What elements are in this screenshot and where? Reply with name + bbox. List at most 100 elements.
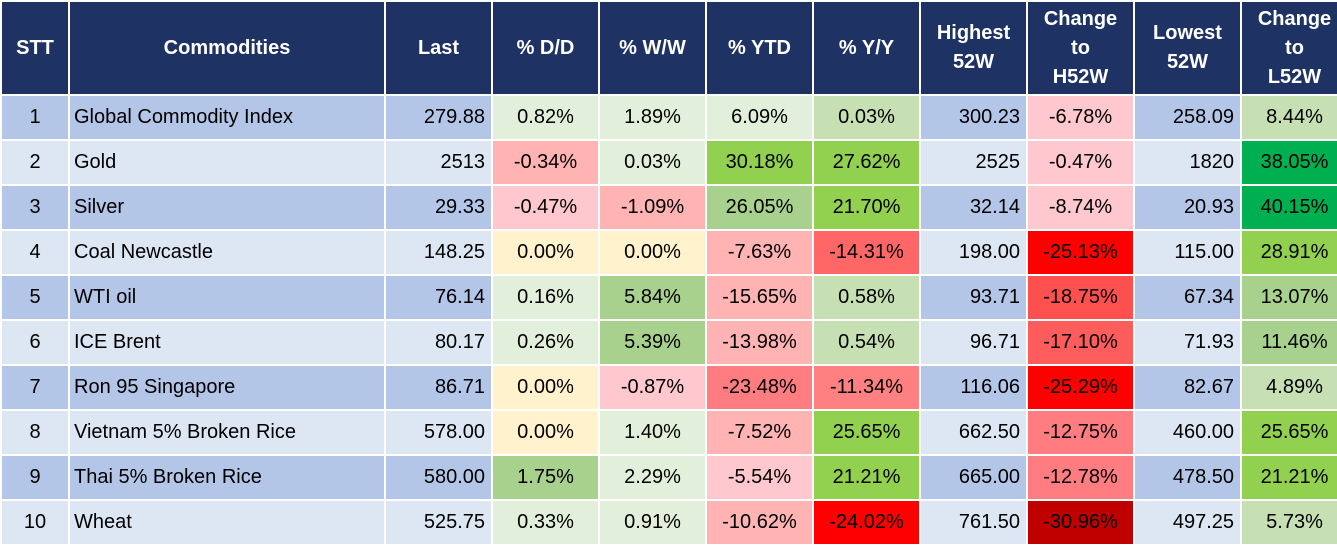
change-l52w: 28.91% [1242,231,1337,274]
highest-52w: 96.71 [921,321,1026,364]
highest-52w: 761.50 [921,501,1026,544]
pct-ytd: -5.54% [707,456,812,499]
last-value: 76.14 [386,276,491,319]
pct-dd: 0.00% [493,231,598,274]
header-yy: % Y/Y [814,2,919,94]
change-h52w: -12.75% [1028,411,1133,454]
pct-ytd: 26.05% [707,186,812,229]
pct-ww: 5.84% [600,276,705,319]
highest-52w: 665.00 [921,456,1026,499]
lowest-52w: 258.09 [1135,96,1240,139]
change-l52w: 21.21% [1242,456,1337,499]
change-l52w: 25.65% [1242,411,1337,454]
header-last: Last [386,2,491,94]
table-row: 3 Silver 29.33 -0.47% -1.09% 26.05% 21.70% 32.1… [2,186,1337,229]
pct-yy: -14.31% [814,231,919,274]
pct-yy: 0.58% [814,276,919,319]
pct-yy: 0.03% [814,96,919,139]
row-number: 1 [2,96,68,139]
commodity-name: Vietnam 5% Broken Rice [70,411,384,454]
header-stt: STT [2,2,68,94]
lowest-52w: 71.93 [1135,321,1240,364]
pct-yy: 0.54% [814,321,919,364]
last-value: 525.75 [386,501,491,544]
table-row: 8 Vietnam 5% Broken Rice 578.00 0.00% 1.40% -… [2,411,1337,454]
row-number: 4 [2,231,68,274]
pct-dd: -0.47% [493,186,598,229]
pct-ww: 0.91% [600,501,705,544]
pct-ww: 1.89% [600,96,705,139]
lowest-52w: 460.00 [1135,411,1240,454]
last-value: 29.33 [386,186,491,229]
table-row: 4 Coal Newcastle 148.25 0.00% 0.00% -7.63% -14… [2,231,1337,274]
lowest-52w: 478.50 [1135,456,1240,499]
commodity-name: Thai 5% Broken Rice [70,456,384,499]
change-h52w: -12.78% [1028,456,1133,499]
row-number: 5 [2,276,68,319]
commodity-name: WTI oil [70,276,384,319]
row-number: 6 [2,321,68,364]
row-number: 7 [2,366,68,409]
change-h52w: -17.10% [1028,321,1133,364]
row-number: 9 [2,456,68,499]
highest-52w: 2525 [921,141,1026,184]
header-ytd: % YTD [707,2,812,94]
change-h52w: -25.13% [1028,231,1133,274]
highest-52w: 662.50 [921,411,1026,454]
pct-ww: -0.87% [600,366,705,409]
lowest-52w: 67.34 [1135,276,1240,319]
pct-yy: -11.34% [814,366,919,409]
pct-dd: 0.00% [493,411,598,454]
pct-yy: 21.21% [814,456,919,499]
lowest-52w: 115.00 [1135,231,1240,274]
row-number: 3 [2,186,68,229]
last-value: 86.71 [386,366,491,409]
pct-yy: 27.62% [814,141,919,184]
lowest-52w: 82.67 [1135,366,1240,409]
change-l52w: 5.73% [1242,501,1337,544]
header-lowest-52w: Lowest 52W [1135,2,1240,94]
pct-ww: 5.39% [600,321,705,364]
pct-yy: 25.65% [814,411,919,454]
change-h52w: -8.74% [1028,186,1133,229]
pct-ytd: -7.63% [707,231,812,274]
lowest-52w: 1820 [1135,141,1240,184]
pct-ytd: -7.52% [707,411,812,454]
row-number: 2 [2,141,68,184]
highest-52w: 300.23 [921,96,1026,139]
last-value: 578.00 [386,411,491,454]
row-number: 10 [2,501,68,544]
pct-dd: 0.26% [493,321,598,364]
pct-ytd: -15.65% [707,276,812,319]
pct-ytd: -23.48% [707,366,812,409]
commodity-name: ICE Brent [70,321,384,364]
table-row: 6 ICE Brent 80.17 0.26% 5.39% -13.98% 0.54% 96.… [2,321,1337,364]
last-value: 80.17 [386,321,491,364]
highest-52w: 32.14 [921,186,1026,229]
change-l52w: 4.89% [1242,366,1337,409]
highest-52w: 116.06 [921,366,1026,409]
last-value: 279.88 [386,96,491,139]
pct-yy: 21.70% [814,186,919,229]
pct-ytd: -13.98% [707,321,812,364]
header-highest-52w: Highest 52W [921,2,1026,94]
pct-ytd: -10.62% [707,501,812,544]
commodity-name: Silver [70,186,384,229]
change-h52w: -18.75% [1028,276,1133,319]
header-change-l52w: Change to L52W [1242,2,1337,94]
pct-ww: 0.00% [600,231,705,274]
change-l52w: 8.44% [1242,96,1337,139]
change-l52w: 11.46% [1242,321,1337,364]
row-number: 8 [2,411,68,454]
pct-dd: 0.00% [493,366,598,409]
commodity-name: Coal Newcastle [70,231,384,274]
table-row: 7 Ron 95 Singapore 86.71 0.00% -0.87% -23.48%… [2,366,1337,409]
pct-dd: 0.82% [493,96,598,139]
header-commodities: Commodities [70,2,384,94]
header-dd: % D/D [493,2,598,94]
pct-dd: 1.75% [493,456,598,499]
change-h52w: -30.96% [1028,501,1133,544]
change-h52w: -25.29% [1028,366,1133,409]
pct-ww: 0.03% [600,141,705,184]
